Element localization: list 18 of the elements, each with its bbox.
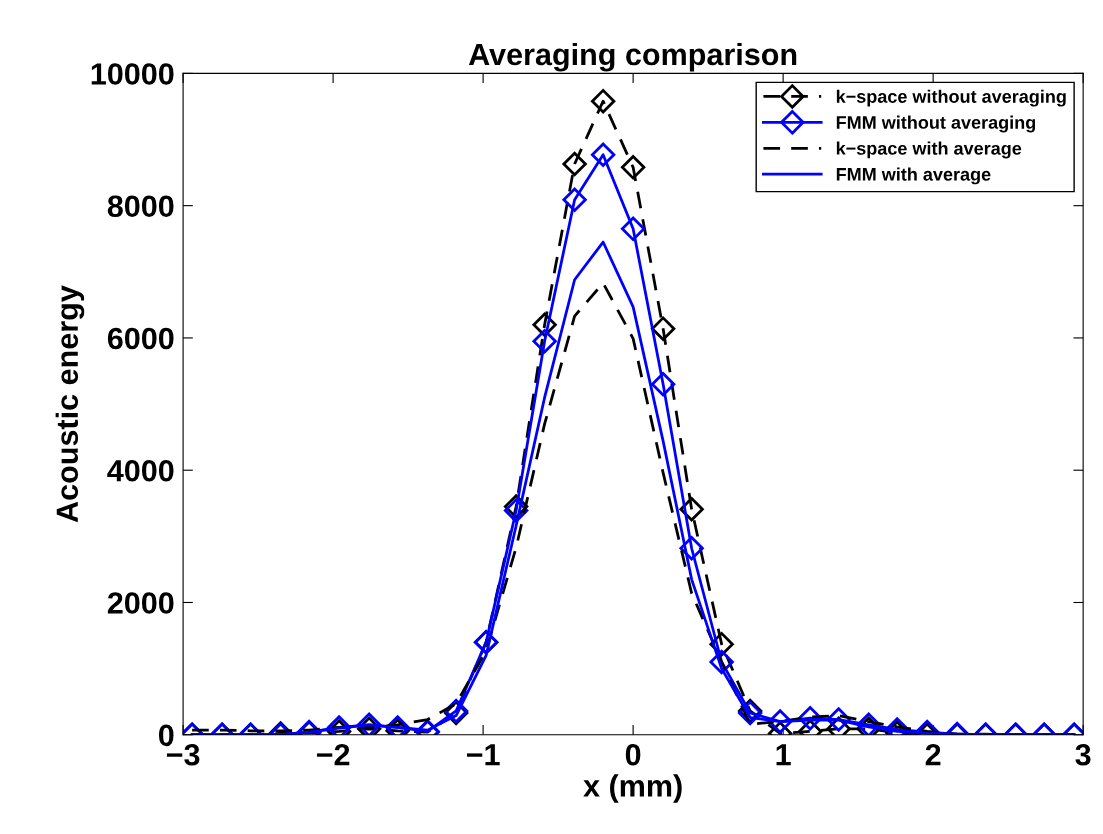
x-tick-label: −1 [466, 744, 500, 766]
x-tick-label: 3 [1075, 743, 1091, 766]
y-tick-label: 8000 [107, 195, 174, 218]
x-tick-label: 0 [625, 743, 641, 766]
chart-title: Averaging comparison [468, 42, 797, 72]
y-tick-label: 4000 [107, 459, 174, 482]
x-tick-label: 2 [925, 743, 941, 766]
y-tick-label: 2000 [107, 592, 174, 614]
x-tick-label: −2 [316, 743, 350, 766]
legend-label: FMM without averaging [836, 115, 1036, 133]
legend-label: k−space with average [836, 141, 1022, 159]
y-tick-label: 6000 [107, 327, 174, 350]
y-tick-label: 10000 [91, 63, 174, 85]
x-axis-title: x (mm) [583, 774, 682, 803]
legend-label: k−space without averaging [836, 89, 1066, 107]
x-tick-label: 1 [776, 744, 791, 766]
legend-label: FMM with average [836, 167, 991, 185]
y-axis-title: Acoustic energy [55, 285, 85, 523]
